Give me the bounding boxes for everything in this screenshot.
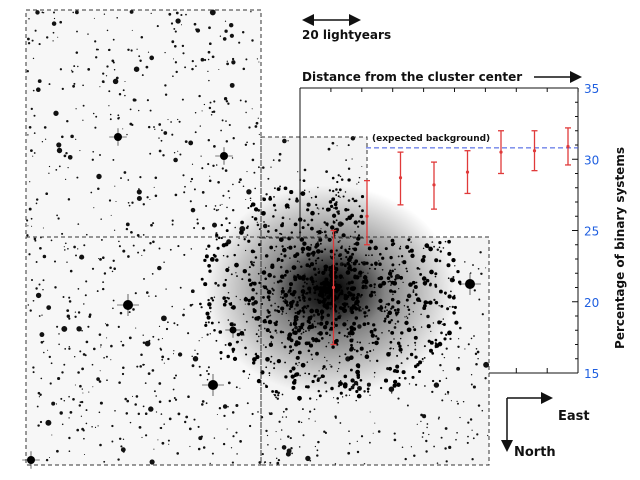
x-axis-ticks — [330, 88, 579, 373]
data-point-marker — [566, 144, 570, 149]
data-point — [498, 130, 504, 175]
error-bars — [330, 127, 571, 346]
x-axis-title: Distance from the cluster center — [302, 70, 522, 84]
data-point — [531, 130, 538, 172]
tile-border-center — [260, 236, 490, 466]
y-tick-label: 35 — [584, 82, 599, 96]
data-point-marker — [532, 149, 537, 153]
scale-bar-label: 20 lightyears — [302, 28, 391, 42]
data-point — [397, 151, 404, 206]
y-tick-label: 20 — [584, 296, 599, 310]
data-point — [431, 161, 437, 210]
data-point — [565, 127, 571, 166]
star-field-image — [22, 9, 490, 469]
y-tick-label: 15 — [584, 367, 599, 381]
y-axis-ticks: 15 20 25 30 35 — [572, 82, 599, 381]
data-point-marker — [432, 183, 436, 187]
y-tick-label: 30 — [584, 153, 599, 167]
data-point-marker — [331, 285, 336, 290]
data-point-marker — [499, 150, 503, 154]
tile-border-bottom-left — [25, 236, 262, 466]
compass-north-label: North — [514, 445, 556, 460]
y-tick-label: 25 — [584, 225, 599, 239]
image-tile-top-left — [26, 10, 261, 237]
data-point-marker — [398, 176, 403, 180]
plot-area: 15 20 25 30 35 (expected background) — [299, 82, 599, 381]
data-point — [330, 229, 337, 346]
data-point-marker — [365, 214, 369, 218]
stars — [22, 9, 490, 469]
y-axis-title: Percentage of binary systems — [613, 147, 627, 349]
data-point — [464, 150, 471, 195]
data-point — [364, 179, 370, 246]
expected-background-label: (expected background) — [372, 134, 490, 144]
data-point-marker — [465, 170, 470, 174]
compass-east-label: East — [558, 409, 590, 424]
